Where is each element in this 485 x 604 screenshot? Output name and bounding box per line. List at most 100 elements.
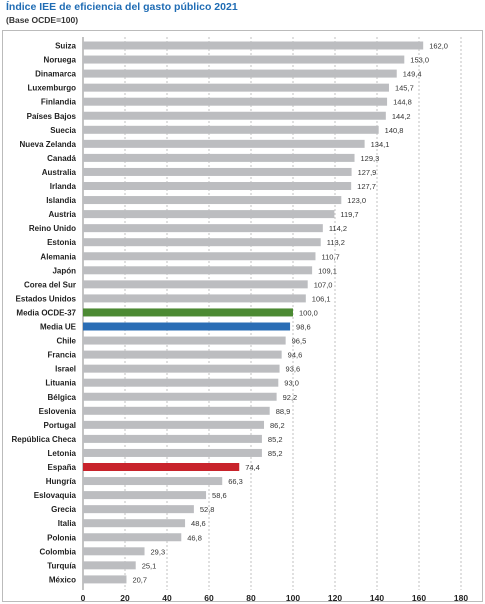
- category-label: Nueva Zelanda: [20, 140, 77, 149]
- category-label: España: [48, 463, 77, 472]
- value-label: 149,4: [403, 70, 422, 79]
- category-label: Media UE: [40, 323, 77, 332]
- x-tick-label: 40: [162, 593, 172, 603]
- bar: [83, 139, 365, 148]
- value-label: 96,5: [292, 337, 307, 346]
- x-tick-label: 60: [204, 593, 214, 603]
- value-label: 153,0: [410, 56, 429, 65]
- bar: [83, 182, 352, 190]
- value-label: 127,9: [358, 168, 377, 177]
- category-label: Estonia: [47, 238, 76, 247]
- category-label: Canadá: [47, 154, 76, 163]
- bar: [83, 125, 379, 134]
- x-tick-label: 120: [328, 593, 342, 603]
- category-label: Lituania: [45, 379, 76, 388]
- chart-subtitle: (Base OCDE=100): [6, 15, 79, 25]
- value-label: 85,2: [268, 449, 283, 458]
- value-label: 109,1: [318, 266, 337, 275]
- category-label: Finlandia: [41, 98, 77, 107]
- bar: [83, 55, 405, 64]
- bar: [83, 406, 270, 415]
- value-label: 85,2: [268, 435, 283, 444]
- value-label: 66,3: [228, 477, 243, 486]
- value-label: 29,3: [151, 547, 166, 556]
- value-label: 20,7: [132, 575, 147, 584]
- category-label: Portugal: [44, 421, 76, 430]
- bar: [83, 280, 308, 289]
- x-tick-label: 80: [246, 593, 256, 603]
- x-tick-label: 140: [370, 593, 384, 603]
- bar: [83, 533, 182, 542]
- value-label: 162,0: [429, 42, 448, 51]
- bar: [83, 448, 262, 457]
- value-label: 58,6: [212, 491, 227, 500]
- value-label: 94,6: [288, 351, 303, 360]
- x-axis: 0 20 40 60 80 100 120 140 160 180: [81, 593, 469, 603]
- value-label: 145,7: [395, 84, 414, 93]
- category-label: Polonia: [47, 533, 76, 542]
- value-label: 93,6: [286, 365, 301, 374]
- category-label: Hungría: [46, 477, 77, 486]
- category-label: Noruega: [44, 56, 77, 65]
- value-label: 127,7: [357, 182, 376, 191]
- bar: [83, 336, 286, 345]
- bar: [83, 111, 386, 120]
- value-label: 93,0: [284, 379, 299, 388]
- category-label: Israel: [55, 365, 76, 374]
- bar: [83, 41, 424, 50]
- category-label: Irlanda: [50, 182, 77, 191]
- x-tick-label: 0: [81, 593, 86, 603]
- category-label: Francia: [48, 351, 77, 360]
- value-label: 110,7: [321, 252, 339, 261]
- category-label: Bélgica: [48, 393, 77, 402]
- category-label: Colombia: [40, 547, 77, 556]
- value-label: 123,0: [347, 196, 366, 205]
- category-label: República Checa: [12, 435, 77, 444]
- value-label: 113,2: [327, 238, 345, 247]
- value-label: 107,0: [314, 280, 333, 289]
- x-tick-label: 180: [454, 593, 468, 603]
- bar: [83, 252, 316, 261]
- bar: [83, 561, 136, 570]
- value-label: 114,2: [329, 224, 347, 233]
- category-label: Chile: [56, 337, 76, 346]
- bar: [83, 463, 240, 471]
- category-label: Países Bajos: [27, 112, 77, 121]
- category-label: Eslovaquia: [34, 491, 77, 500]
- category-label: Eslovenia: [39, 407, 77, 416]
- bar: [83, 210, 335, 219]
- bar: [83, 420, 265, 429]
- bar: [83, 547, 145, 556]
- category-label: Suiza: [55, 42, 76, 51]
- category-label: Alemania: [40, 252, 76, 261]
- x-tick-label: 20: [120, 593, 130, 603]
- value-label: 46,8: [187, 533, 202, 542]
- category-label: México: [49, 575, 76, 584]
- bar: [83, 350, 282, 359]
- bar: [83, 505, 194, 514]
- value-label: 98,6: [296, 323, 311, 332]
- bar: [83, 153, 355, 162]
- x-tick-label: 100: [286, 593, 300, 603]
- x-tick-label: 160: [412, 593, 426, 603]
- value-label: 86,2: [270, 421, 285, 430]
- category-label: Grecia: [51, 505, 76, 514]
- bar: [83, 477, 223, 486]
- bar: [83, 238, 321, 247]
- category-label: Media OCDE-37: [16, 308, 76, 317]
- bar: [83, 378, 279, 387]
- value-label: 48,6: [191, 519, 206, 528]
- bar: [83, 97, 388, 106]
- category-label: Italia: [58, 519, 77, 528]
- bar: [83, 69, 397, 78]
- value-label: 144,2: [392, 112, 411, 121]
- value-label: 92,2: [283, 393, 298, 402]
- bars-group: [83, 41, 424, 584]
- value-label: 100,0: [299, 308, 318, 317]
- category-label: Japón: [52, 266, 76, 275]
- chart-title: Índice IEE de eficiencia del gasto públi…: [6, 1, 238, 13]
- value-label: 106,1: [312, 294, 331, 303]
- value-label: 129,3: [361, 154, 380, 163]
- bar: [83, 266, 313, 275]
